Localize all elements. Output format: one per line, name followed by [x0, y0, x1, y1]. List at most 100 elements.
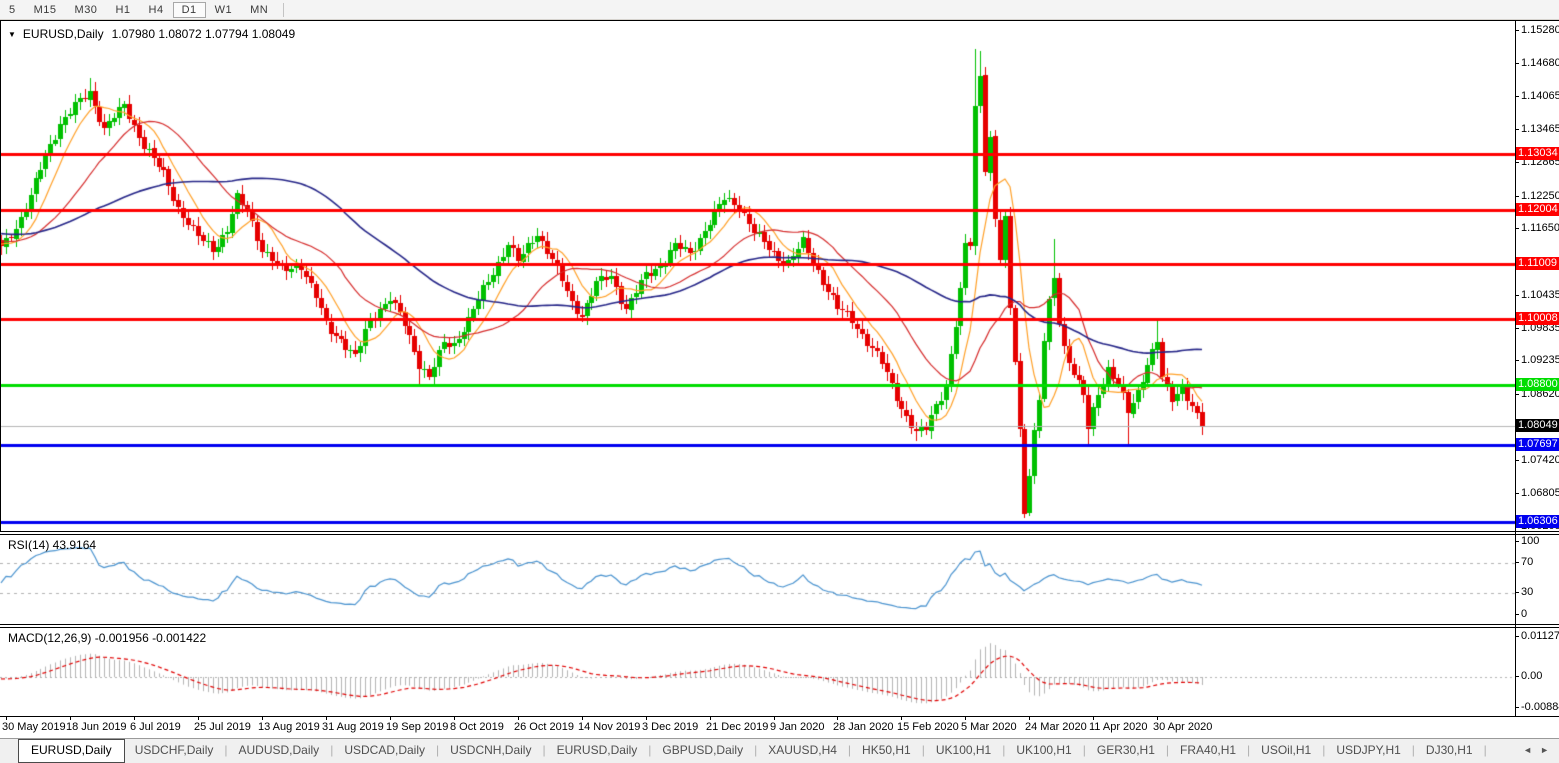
price-axis-tick: 1.13465 [1515, 123, 1559, 135]
tabs-scroll-left-icon[interactable]: ◄ [1523, 745, 1533, 755]
chart-symbol-label: EURUSD,Daily [22, 27, 104, 41]
price-axis-tick: 1.07420 [1515, 454, 1559, 466]
price-axis-tick: 1.11650 [1515, 222, 1559, 234]
macd-indicator-canvas[interactable] [0, 628, 1515, 716]
chart-tab-uk100-h1[interactable]: UK100,H1 [1016, 743, 1072, 757]
date-axis-label: 30 May 2019 [2, 721, 66, 733]
date-axis-label: 15 Feb 2020 [897, 721, 959, 733]
chart-tab-audusd-daily[interactable]: AUDUSD,Daily [238, 743, 320, 757]
chart-tab-gbpusd-daily[interactable]: GBPUSD,Daily [662, 743, 744, 757]
price-axis-tick: 1.15280 [1515, 24, 1559, 36]
date-axis-tickmark [518, 717, 519, 720]
date-axis-label: 9 Jan 2020 [770, 721, 825, 733]
chart-tab-xauusd-h4[interactable]: XAUUSD,H4 [768, 743, 837, 757]
date-axis-tickmark [582, 717, 583, 720]
chart-tab-dj30-h1[interactable]: DJ30,H1 [1425, 743, 1473, 757]
date-axis-tickmark [70, 717, 71, 720]
price-axis-tick: 1.14680 [1515, 57, 1559, 69]
rsi-axis-tick: 30 [1514, 586, 1534, 598]
chart-tab-eurusd-daily[interactable]: EURUSD,Daily [556, 743, 638, 757]
date-axis-separator [0, 716, 1559, 717]
tab-separator: | [1247, 743, 1251, 757]
horizontal-line-price-label: 1.11009 [1516, 257, 1559, 270]
date-axis-tickmark [262, 717, 263, 720]
chart-tab-ger30-h1[interactable]: GER30,H1 [1096, 743, 1155, 757]
price-axis-tick: 1.14065 [1515, 90, 1559, 102]
chart-tab-hk50-h1[interactable]: HK50,H1 [862, 743, 911, 757]
tab-separator: | [847, 743, 852, 757]
tab-separator: | [1165, 743, 1170, 757]
price-axis-tick: 1.09235 [1515, 354, 1559, 366]
timeframe-button-MN[interactable]: MN [250, 3, 269, 16]
tab-separator: | [1322, 743, 1326, 757]
date-axis-tickmark [134, 717, 135, 720]
rsi-axis-tick: 70 [1514, 556, 1534, 568]
tab-separator: | [436, 743, 440, 757]
date-axis-tickmark [646, 717, 647, 720]
horizontal-line-price-label: 1.12004 [1516, 203, 1559, 216]
chart-tab-usdcnh-daily[interactable]: USDCNH,Daily [450, 743, 532, 757]
chart-tab-usdchf-daily[interactable]: USDCHF,Daily [134, 743, 214, 757]
price-axis-tick: 1.09835 [1515, 322, 1559, 334]
chart-top-border [0, 20, 1559, 21]
chart-tab-usoil-h1[interactable]: USOil,H1 [1261, 743, 1312, 757]
rsi-axis-tick: 100 [1514, 535, 1540, 547]
tab-scroll-arrows: ◄ ► [1519, 745, 1553, 755]
date-axis-tickmark [326, 717, 327, 720]
date-axis-tickmark [774, 717, 775, 720]
date-axis-tickmark [6, 717, 7, 720]
date-axis-label: 5 Mar 2020 [961, 721, 1017, 733]
panel-separator [0, 627, 1559, 628]
date-axis-label: 21 Dec 2019 [706, 721, 769, 733]
timeframe-button-H4[interactable]: H4 [148, 3, 164, 16]
rsi-indicator-canvas[interactable] [0, 535, 1515, 624]
timeframe-button-M15[interactable]: M15 [33, 3, 57, 16]
date-axis-label: 26 Oct 2019 [514, 721, 574, 733]
panel-separator [0, 531, 1559, 532]
price-axis-tick: 1.12250 [1515, 190, 1559, 202]
date-axis-tickmark [901, 717, 902, 720]
panel-separator [0, 534, 1559, 535]
chart-dropdown-icon[interactable]: ▼ [8, 30, 16, 39]
date-axis-tickmark [1029, 717, 1030, 720]
main-price-chart-canvas[interactable] [0, 21, 1515, 531]
chart-tab-usdcad-daily[interactable]: USDCAD,Daily [344, 743, 425, 757]
tab-separator: | [648, 743, 652, 757]
macd-axis-tick: -0.00884 [1514, 701, 1559, 714]
timeframe-button-H1[interactable]: H1 [115, 3, 131, 16]
date-axis-label: 11 Apr 2020 [1089, 721, 1148, 733]
date-axis-tickmark [710, 717, 711, 720]
date-axis-tickmark [837, 717, 838, 720]
timeframe-button-M30[interactable]: M30 [74, 3, 98, 16]
tabs-scroll-right-icon[interactable]: ► [1540, 745, 1549, 755]
panel-separator [0, 624, 1559, 625]
tab-separator: | [1002, 743, 1006, 757]
chart-left-border [0, 21, 1, 531]
timeframe-button-D1[interactable]: D1 [172, 1, 206, 18]
date-axis-label: 3 Dec 2019 [642, 721, 699, 733]
chart-tab-fra40-h1[interactable]: FRA40,H1 [1180, 743, 1237, 757]
date-axis-label: 13 Aug 2019 [258, 721, 320, 733]
timeframe-button-W1[interactable]: W1 [214, 3, 233, 16]
macd-label: MACD(12,26,9) -0.001956 -0.001422 [8, 631, 207, 645]
date-axis-tickmark [198, 717, 199, 720]
tab-separator: | [224, 743, 228, 757]
chart-tab-eurusd-daily[interactable]: EURUSD,Daily [18, 739, 125, 763]
date-axis-label: 24 Mar 2020 [1025, 721, 1087, 733]
price-axis-tick: 1.10435 [1515, 289, 1559, 301]
horizontal-line-price-label: 1.08800 [1516, 378, 1559, 391]
horizontal-line-price-label: 1.13034 [1516, 147, 1559, 160]
chart-tab-uk100-h1[interactable]: UK100,H1 [935, 743, 992, 757]
price-axis-tick: 1.06805 [1515, 487, 1559, 499]
date-axis-tickmark [454, 717, 455, 720]
date-axis-label: 30 Apr 2020 [1153, 721, 1213, 733]
date-axis-label: 31 Aug 2019 [322, 721, 384, 733]
macd-axis-tick: 0.00 [1514, 670, 1543, 682]
date-axis-tickmark [1157, 717, 1158, 720]
timeframe-button-5[interactable]: 5 [9, 3, 16, 16]
tab-separator: | [330, 743, 334, 757]
date-axis-tickmark [1093, 717, 1094, 720]
chart-tab-usdjpy-h1[interactable]: USDJPY,H1 [1336, 743, 1401, 757]
price-axis-separator [1515, 21, 1516, 716]
